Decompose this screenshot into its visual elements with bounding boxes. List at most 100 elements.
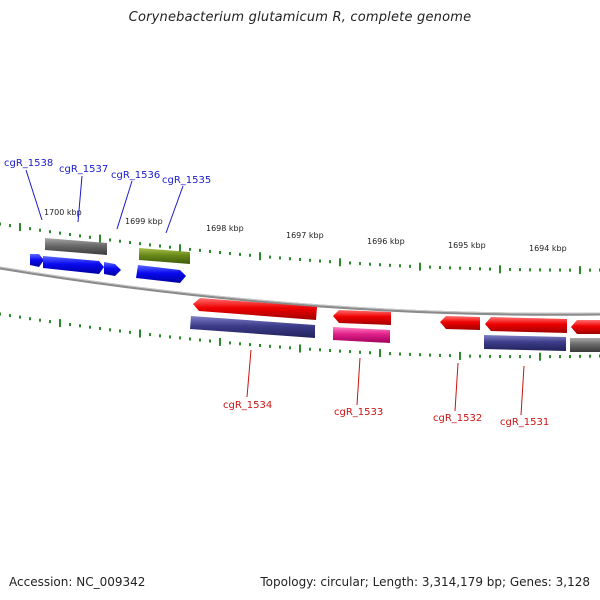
reverse-minor-tick bbox=[159, 334, 161, 338]
forward-minor-tick bbox=[459, 266, 461, 270]
gene-label-1537[interactable]: cgR_1537 bbox=[59, 164, 108, 175]
reverse-minor-tick bbox=[269, 344, 271, 348]
reverse-major-tick bbox=[459, 351, 461, 360]
forward-minor-tick bbox=[529, 268, 531, 272]
forward-minor-tick bbox=[549, 268, 551, 272]
reverse-minor-tick bbox=[489, 354, 491, 358]
leader-line-1534 bbox=[246, 349, 252, 398]
forward-minor-tick bbox=[129, 241, 131, 244]
gene-cgR-1535[interactable] bbox=[136, 248, 190, 283]
reverse-minor-tick bbox=[229, 341, 231, 345]
reverse-minor-tick bbox=[409, 352, 411, 356]
forward-minor-tick bbox=[349, 261, 351, 265]
reverse-minor-tick bbox=[439, 353, 441, 357]
scale-label-1695: 1695 kbp bbox=[448, 241, 486, 250]
gene-label-1531[interactable]: cgR_1531 bbox=[500, 417, 549, 428]
reverse-minor-tick bbox=[249, 343, 251, 347]
reverse-minor-tick bbox=[569, 355, 571, 358]
forward-minor-tick bbox=[149, 243, 151, 247]
gene-label-1535[interactable]: cgR_1535 bbox=[162, 175, 211, 186]
forward-minor-tick bbox=[289, 257, 291, 261]
gene-label-1532[interactable]: cgR_1532 bbox=[433, 413, 482, 424]
reverse-minor-tick bbox=[319, 348, 321, 352]
gene-cgR-1534[interactable] bbox=[190, 298, 317, 338]
forward-minor-tick bbox=[469, 267, 471, 270]
reverse-minor-tick bbox=[9, 314, 11, 318]
reverse-minor-tick bbox=[39, 318, 41, 322]
forward-minor-tick bbox=[389, 263, 391, 267]
scale-label-1700: 1700 kbp bbox=[44, 208, 82, 217]
reverse-minor-tick bbox=[179, 336, 181, 340]
reverse-minor-tick bbox=[259, 344, 261, 347]
forward-minor-tick bbox=[449, 266, 451, 270]
reverse-minor-tick bbox=[389, 352, 391, 356]
reverse-minor-tick bbox=[359, 350, 361, 354]
forward-minor-tick bbox=[209, 250, 211, 253]
forward-minor-tick bbox=[139, 242, 141, 246]
scale-label-1697: 1697 kbp bbox=[286, 231, 324, 240]
forward-major-tick bbox=[419, 262, 421, 271]
leader-line-1537 bbox=[77, 175, 83, 223]
reverse-minor-tick bbox=[419, 353, 421, 357]
reverse-major-tick bbox=[139, 329, 141, 338]
reverse-major-tick bbox=[59, 319, 61, 328]
gene-cgR-1536[interactable] bbox=[104, 262, 121, 276]
chromosome-backbone bbox=[0, 266, 600, 316]
forward-minor-tick bbox=[589, 268, 591, 272]
gene-label-1538[interactable]: cgR_1538 bbox=[4, 158, 53, 169]
reverse-minor-tick bbox=[19, 315, 21, 319]
reverse-minor-tick bbox=[29, 317, 31, 321]
gene-label-1536[interactable]: cgR_1536 bbox=[111, 170, 160, 181]
leader-line-1536 bbox=[116, 180, 133, 230]
forward-minor-tick bbox=[89, 235, 91, 239]
forward-major-tick bbox=[339, 258, 341, 267]
reverse-minor-tick bbox=[89, 325, 91, 329]
reverse-minor-tick bbox=[399, 352, 401, 356]
reverse-minor-tick bbox=[239, 342, 241, 346]
reverse-minor-tick bbox=[79, 324, 81, 328]
gene-cgR-1531[interactable] bbox=[484, 317, 567, 351]
forward-minor-tick bbox=[559, 268, 561, 272]
scale-label-1696: 1696 kbp bbox=[367, 237, 405, 246]
scale-label-1694: 1694 kbp bbox=[529, 244, 567, 253]
forward-major-tick bbox=[259, 252, 261, 261]
gene-label-1534[interactable]: cgR_1534 bbox=[223, 400, 272, 411]
forward-minor-tick bbox=[279, 256, 281, 260]
forward-minor-tick bbox=[489, 267, 491, 271]
forward-minor-tick bbox=[159, 244, 161, 248]
forward-minor-tick bbox=[309, 258, 311, 262]
forward-minor-tick bbox=[0, 222, 1, 226]
gene-label-1533[interactable]: cgR_1533 bbox=[334, 407, 383, 418]
forward-minor-tick bbox=[169, 245, 171, 249]
forward-minor-tick bbox=[479, 267, 481, 271]
leader-line-1535 bbox=[165, 185, 184, 234]
scale-label-1698: 1698 kbp bbox=[206, 224, 244, 233]
gene-cgR-1532[interactable] bbox=[440, 316, 480, 330]
reverse-minor-tick bbox=[449, 354, 451, 358]
gene-cgR-1533[interactable] bbox=[333, 310, 391, 343]
forward-minor-tick bbox=[409, 264, 411, 268]
reverse-minor-tick bbox=[549, 355, 551, 359]
forward-minor-tick bbox=[119, 239, 121, 243]
gene-cgR-1538[interactable] bbox=[30, 254, 44, 267]
forward-minor-tick bbox=[109, 238, 111, 242]
forward-minor-tick bbox=[569, 268, 571, 272]
scale-ticks-reverse bbox=[0, 312, 600, 361]
reverse-minor-tick bbox=[339, 349, 341, 353]
gene-cgR-1537[interactable] bbox=[43, 238, 107, 274]
forward-major-tick bbox=[179, 244, 181, 253]
forward-minor-tick bbox=[509, 268, 511, 271]
gene-next-right[interactable] bbox=[570, 320, 600, 352]
reverse-minor-tick bbox=[99, 327, 101, 330]
reverse-minor-tick bbox=[579, 354, 581, 358]
forward-minor-tick bbox=[39, 228, 41, 232]
chromosome-backbone-highlight bbox=[0, 266, 600, 314]
forward-minor-tick bbox=[429, 265, 431, 269]
forward-minor-tick bbox=[399, 264, 401, 268]
reverse-minor-tick bbox=[349, 350, 351, 354]
reverse-minor-tick bbox=[499, 355, 501, 358]
reverse-minor-tick bbox=[509, 355, 511, 359]
reverse-minor-tick bbox=[109, 328, 111, 332]
reverse-minor-tick bbox=[149, 333, 151, 337]
forward-major-tick bbox=[19, 223, 21, 232]
